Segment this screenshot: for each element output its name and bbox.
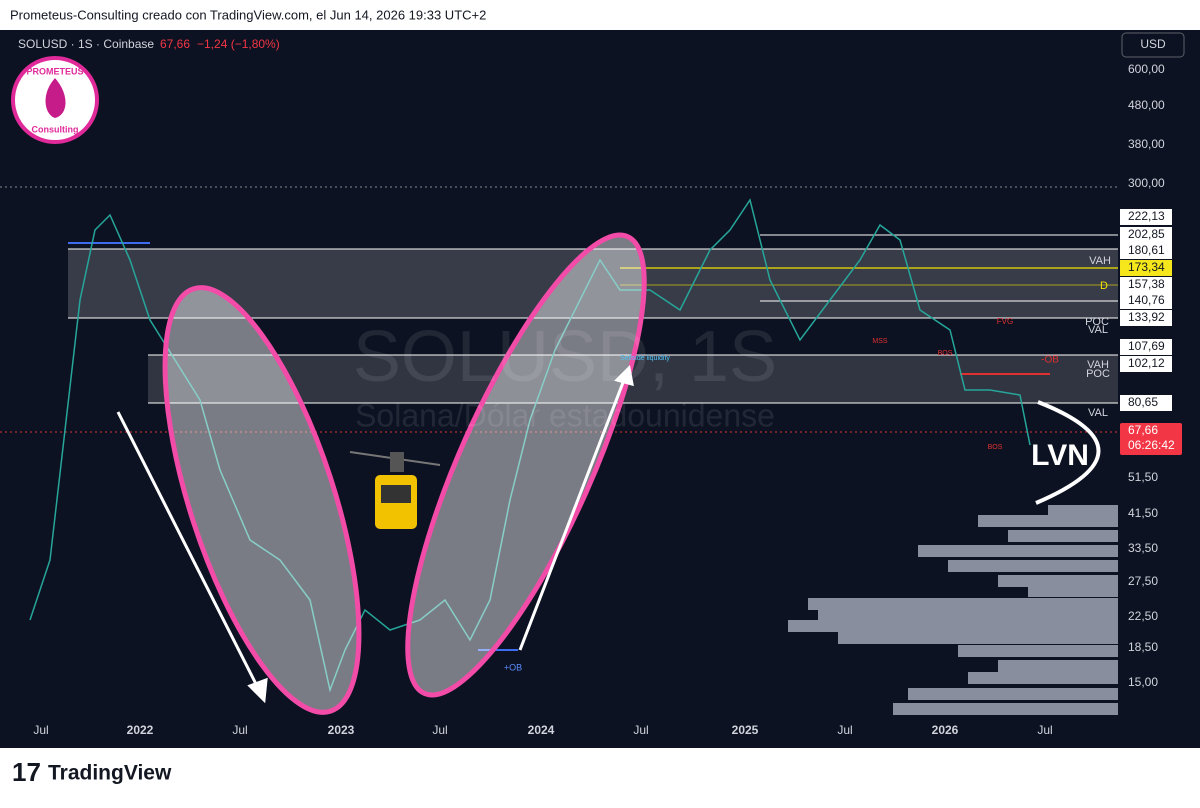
price-axis-label: 600,00 [1128,62,1165,76]
level-tag-label: 173,34 [1128,260,1165,274]
level-tag [1120,209,1172,225]
level-tag [1120,310,1172,326]
annotation: POC [1085,316,1109,328]
zone [68,249,1118,318]
header-text: Prometeus-Consulting creado con TradingV… [10,7,486,22]
profile-bar [958,645,1118,657]
watermark-description: Solana/Dólar estadounidense [355,397,775,433]
time-axis-label: Jul [837,723,852,737]
level-tag [1120,356,1172,372]
annotation: FVG [997,317,1013,326]
time-axis-label: Jul [1037,723,1052,737]
profile-bar [808,598,1118,610]
profile-bar [1048,505,1118,517]
time-axis-label: Jul [432,723,447,737]
arrows [116,364,634,704]
currency-button[interactable] [1121,32,1185,58]
price-axis-label: 22,50 [1128,609,1158,623]
price-axis-label: 33,50 [1128,541,1158,555]
level-tag [1120,227,1172,243]
level-tag-label: 140,76 [1128,293,1165,307]
watermark-symbol: SOLUSD, 1S [353,317,777,397]
time-axis-label: Jul [633,723,648,737]
price-axis-label: 300,00 [1128,176,1165,190]
annotation: D [1100,280,1108,292]
profile-bar [788,620,1118,632]
price-axis-label: 27,50 [1128,574,1158,588]
annotation: BOS [938,350,953,357]
time-axis-label: 2025 [732,723,759,737]
time-axis-label: 2024 [528,723,555,737]
currency-label[interactable]: USD [1140,37,1166,51]
price-axis-label: 480,00 [1128,98,1165,112]
profile-bar [838,632,1118,644]
annotation: Sellside liquidity [620,355,670,362]
level-tag [1120,339,1172,355]
level-tag-label: 222,13 [1128,209,1165,223]
countdown: 06:26:42 [1128,438,1175,452]
level-tag-label: 202,85 [1128,227,1165,241]
level-tag-label: 80,65 [1128,395,1158,409]
level-tag [1120,293,1172,309]
symbol-name: SOLUSD · 1S · Coinbase [18,37,154,51]
level-tag [1120,260,1172,276]
time-axis-label: 2023 [328,723,355,737]
time-axis-label: 2022 [127,723,154,737]
time-axis-label: Jul [33,723,48,737]
annotation: VAL [1088,407,1108,419]
level-tag-label: 133,92 [1128,310,1165,324]
time-axis-label: Jul [232,723,247,737]
symbol-price: 67,66 [160,37,190,51]
highlight-ellipse [405,232,647,698]
volume-profile [788,505,1118,715]
annotation: VAL [1088,324,1108,336]
profile-bar [918,545,1118,557]
cable-car-icon [349,451,441,529]
annotation: VAH [1087,359,1109,371]
price-path [29,198,1031,693]
level-tag [1120,277,1172,293]
profile-bar [998,660,1118,672]
level-tag-label: 157,38 [1128,277,1165,291]
price-axis-label: 51,50 [1128,470,1158,484]
annotation: POC [1086,368,1110,380]
profile-bar [998,575,1118,587]
highlight-ellipse [162,285,362,715]
level-tag [1120,243,1172,259]
price-axis-label: 18,50 [1128,640,1158,654]
profile-bar [978,515,1118,527]
profile-bar [968,672,1118,684]
time-axis-label: 2026 [932,723,959,737]
last-price-tag [1120,423,1182,455]
profile-bar [1008,530,1118,542]
annotation: MSS [872,338,888,345]
lvn-arc [1035,400,1101,505]
profile-bar [1028,585,1118,597]
annotation: -OB [1041,355,1059,366]
price-axis-label: 15,00 [1128,675,1158,689]
logo-flame [45,78,66,118]
profile-bar [908,688,1118,700]
logo-bottom: Consulting [32,124,79,134]
logo-top: PROMETEUS [26,66,83,76]
symbol-change: −1,24 (−1,80%) [197,37,280,51]
profile-bar [948,560,1118,572]
annotation: LVN [1031,439,1089,472]
price-axis-label: 380,00 [1128,137,1165,151]
level-tag-label: 102,12 [1128,356,1165,370]
level-tag-label: 180,61 [1128,243,1165,257]
footer-mark: 17 [12,757,41,787]
price-axis-label: 41,50 [1128,506,1158,520]
annotation: VAH [1089,255,1111,267]
footer-brand: TradingView [48,762,172,785]
profile-bar [818,608,1118,620]
annotation: BOS [988,444,1003,451]
annotation: +OB [504,662,522,672]
level-tag-label: 107,69 [1128,339,1165,353]
last-price: 67,66 [1128,423,1158,437]
level-tag [1120,395,1172,411]
profile-bar [893,703,1118,715]
